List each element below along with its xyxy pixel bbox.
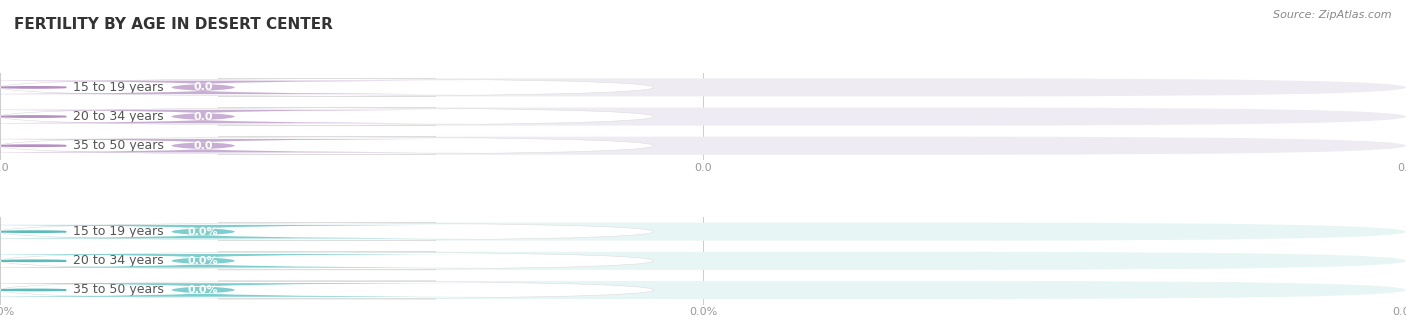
Text: 20 to 34 years: 20 to 34 years <box>73 254 163 267</box>
FancyBboxPatch shape <box>0 252 1406 270</box>
Circle shape <box>1 116 66 117</box>
FancyBboxPatch shape <box>0 223 1406 241</box>
FancyBboxPatch shape <box>0 139 498 153</box>
Text: 0.0%: 0.0% <box>188 227 218 237</box>
Circle shape <box>1 289 66 291</box>
Text: FERTILITY BY AGE IN DESERT CENTER: FERTILITY BY AGE IN DESERT CENTER <box>14 17 333 31</box>
Text: 0.0%: 0.0% <box>188 285 218 295</box>
FancyBboxPatch shape <box>0 137 1406 155</box>
FancyBboxPatch shape <box>0 110 498 123</box>
FancyBboxPatch shape <box>0 281 1406 299</box>
Text: 20 to 34 years: 20 to 34 years <box>73 110 163 123</box>
Text: 15 to 19 years: 15 to 19 years <box>73 225 163 238</box>
Text: 15 to 19 years: 15 to 19 years <box>73 81 163 94</box>
Text: 0.0: 0.0 <box>194 82 212 92</box>
Text: 35 to 50 years: 35 to 50 years <box>73 139 165 152</box>
Circle shape <box>1 87 66 88</box>
Text: Source: ZipAtlas.com: Source: ZipAtlas.com <box>1274 10 1392 20</box>
FancyBboxPatch shape <box>0 137 654 155</box>
FancyBboxPatch shape <box>0 225 498 238</box>
FancyBboxPatch shape <box>0 223 654 241</box>
Circle shape <box>1 260 66 261</box>
FancyBboxPatch shape <box>0 252 654 270</box>
FancyBboxPatch shape <box>0 108 654 125</box>
FancyBboxPatch shape <box>0 108 1406 125</box>
FancyBboxPatch shape <box>0 81 498 94</box>
Text: 0.0%: 0.0% <box>188 256 218 266</box>
FancyBboxPatch shape <box>0 254 498 267</box>
FancyBboxPatch shape <box>0 281 654 299</box>
Circle shape <box>1 231 66 232</box>
Text: 0.0: 0.0 <box>194 112 212 121</box>
Text: 35 to 50 years: 35 to 50 years <box>73 283 165 297</box>
Text: 0.0: 0.0 <box>194 141 212 151</box>
FancyBboxPatch shape <box>0 283 498 297</box>
FancyBboxPatch shape <box>0 78 654 96</box>
Circle shape <box>1 145 66 146</box>
FancyBboxPatch shape <box>0 78 1406 96</box>
